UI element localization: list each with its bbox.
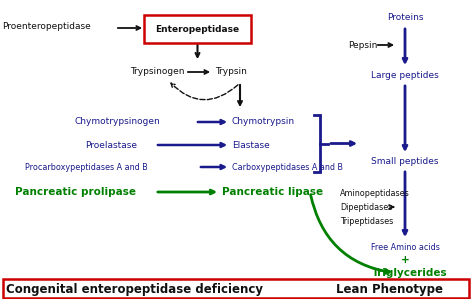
- Text: Proenteropeptidase: Proenteropeptidase: [2, 22, 91, 31]
- Text: Trypsinogen: Trypsinogen: [130, 68, 184, 77]
- Text: Large peptides: Large peptides: [371, 71, 439, 80]
- Text: +: +: [401, 255, 410, 265]
- Text: Procarboxypeptidases A and B: Procarboxypeptidases A and B: [25, 162, 148, 172]
- FancyBboxPatch shape: [144, 15, 251, 43]
- Text: Chymotrypsin: Chymotrypsin: [232, 118, 295, 126]
- FancyBboxPatch shape: [3, 279, 469, 298]
- Text: Trypsin: Trypsin: [215, 68, 247, 77]
- Text: Proteins: Proteins: [387, 13, 423, 22]
- Text: Tripeptidases: Tripeptidases: [340, 216, 393, 225]
- Text: Pepsin: Pepsin: [348, 40, 377, 50]
- Text: Proelastase: Proelastase: [85, 141, 137, 150]
- Text: Elastase: Elastase: [232, 141, 270, 150]
- Text: Triglycerides: Triglycerides: [372, 268, 448, 278]
- Text: Enteropeptidase: Enteropeptidase: [155, 25, 239, 33]
- Text: Pancreatic lipase: Pancreatic lipase: [222, 187, 323, 197]
- Text: Free Amino acids: Free Amino acids: [371, 243, 439, 252]
- Text: Small peptides: Small peptides: [371, 158, 439, 167]
- Text: Dipeptidases: Dipeptidases: [340, 202, 392, 211]
- Text: Pancreatic prolipase: Pancreatic prolipase: [15, 187, 136, 197]
- Text: Carboxypeptidases A and B: Carboxypeptidases A and B: [232, 162, 343, 172]
- Text: Lean Phenotype: Lean Phenotype: [337, 283, 444, 295]
- Text: Chymotrypsinogen: Chymotrypsinogen: [75, 118, 161, 126]
- Text: Congenital enteropeptidase deficiency: Congenital enteropeptidase deficiency: [7, 283, 264, 295]
- Text: Aminopeptidases: Aminopeptidases: [340, 188, 410, 198]
